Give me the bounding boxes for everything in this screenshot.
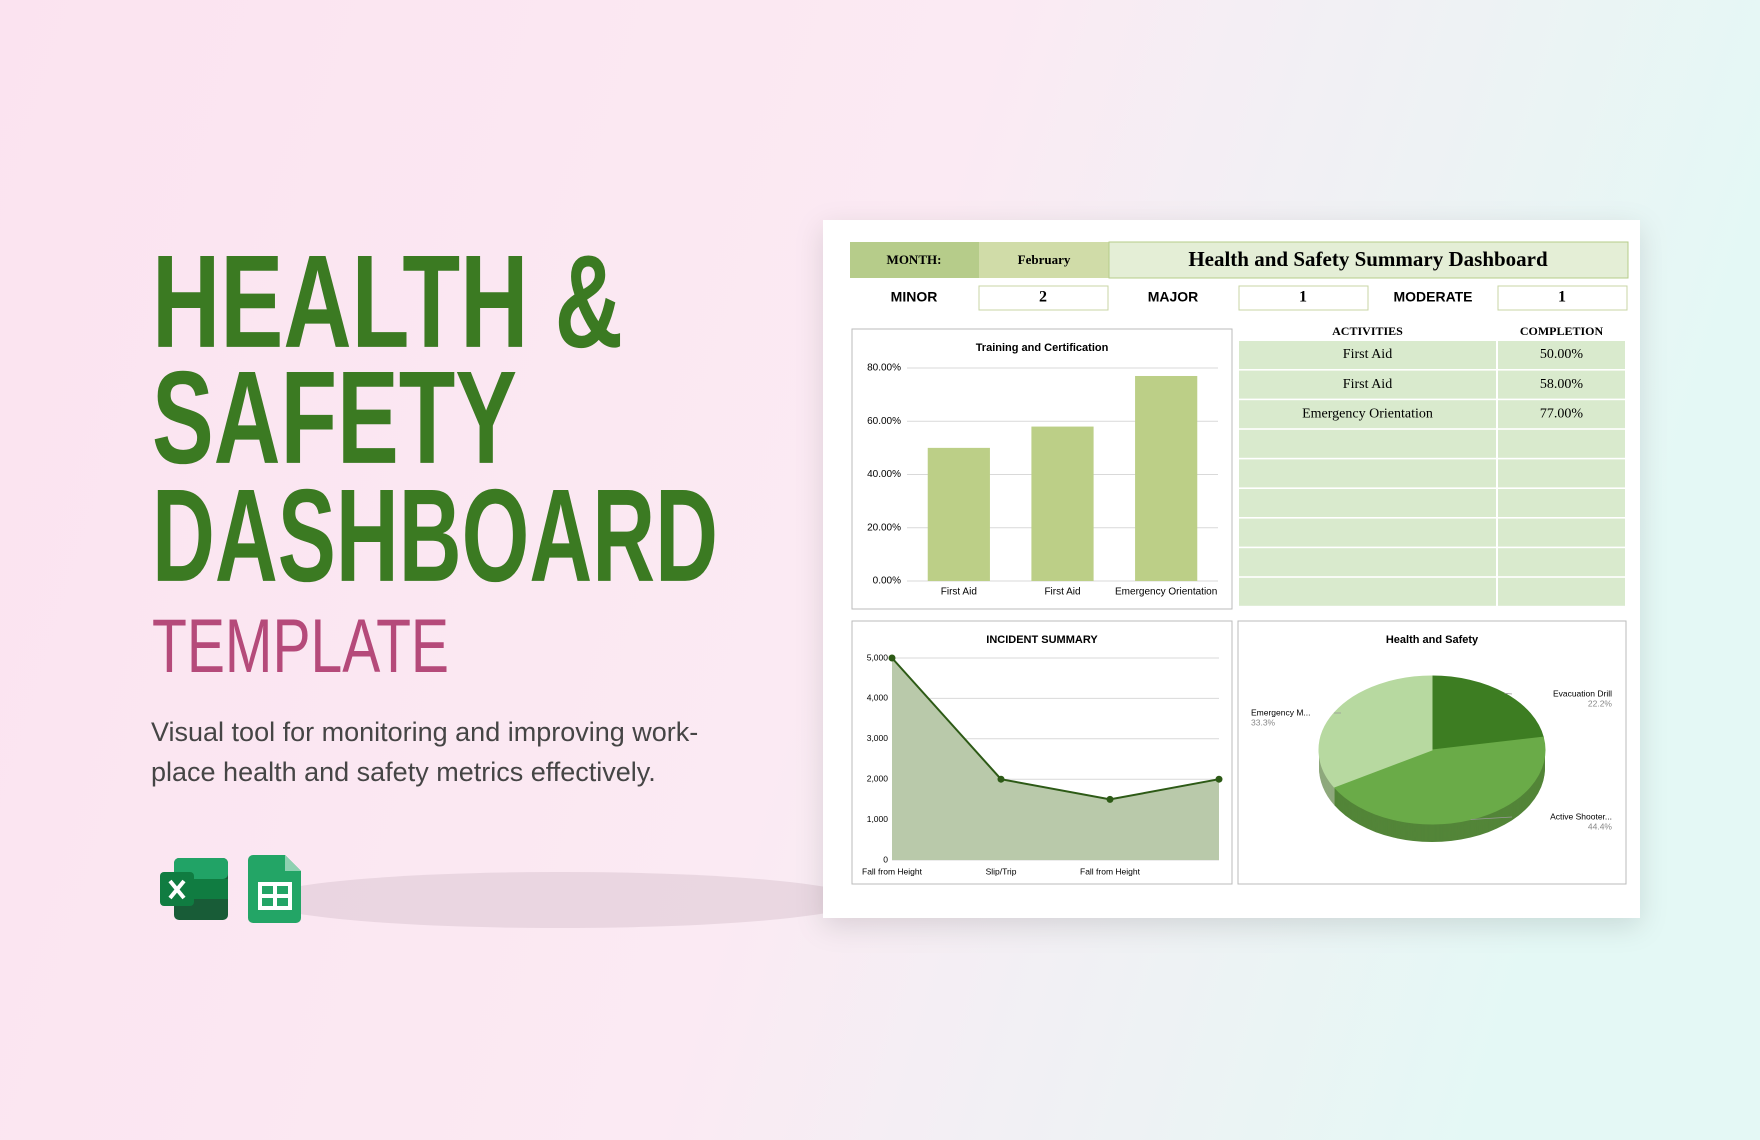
table-cell bbox=[1239, 400, 1496, 429]
pie-slice bbox=[1431, 675, 1544, 751]
table-text: Emergency Orientation bbox=[1302, 406, 1433, 421]
table-cell bbox=[1498, 459, 1625, 488]
x-tick-label: Slip/Trip bbox=[986, 866, 1017, 876]
bar bbox=[1135, 375, 1198, 581]
y-tick-label: 0 bbox=[883, 854, 888, 864]
chart-title: Health and Safety bbox=[1386, 634, 1479, 646]
count-box bbox=[1238, 285, 1369, 311]
table-cell bbox=[1239, 341, 1496, 369]
pie-value-label: 22.2% bbox=[1588, 698, 1613, 708]
month-label: MONTH: bbox=[887, 252, 942, 267]
count-value: 2 bbox=[1039, 289, 1047, 306]
table-cell bbox=[1498, 400, 1625, 429]
y-tick-label: 0.00% bbox=[873, 576, 901, 587]
table-cell bbox=[1498, 518, 1625, 547]
y-tick-label: 60.00% bbox=[867, 416, 901, 427]
table-text: First Aid bbox=[1343, 347, 1392, 362]
pie-slice bbox=[1333, 736, 1546, 825]
bar bbox=[927, 447, 990, 581]
header-cell bbox=[1108, 241, 1629, 279]
table-cell bbox=[1498, 577, 1625, 606]
headline-line: DASHBOARD bbox=[152, 462, 718, 609]
count-value: 1 bbox=[1558, 289, 1566, 306]
pie-value-label: 33.3% bbox=[1251, 717, 1276, 727]
x-tick-label: Emergency Orientation bbox=[1115, 587, 1217, 598]
header-cell bbox=[850, 242, 979, 278]
point bbox=[997, 775, 1005, 783]
table-cell bbox=[1498, 341, 1625, 369]
x-tick-label: First Aid bbox=[941, 587, 977, 598]
y-tick-label: 20.00% bbox=[867, 522, 901, 533]
table-cell bbox=[1239, 577, 1496, 606]
table-cell bbox=[1239, 429, 1496, 458]
count-label: MAJOR bbox=[1148, 289, 1199, 305]
count-label: MODERATE bbox=[1393, 289, 1472, 305]
count-value: 1 bbox=[1299, 289, 1307, 306]
pie-value-label: 44.4% bbox=[1588, 821, 1613, 831]
leader-line bbox=[1470, 816, 1513, 820]
table-cell bbox=[1239, 548, 1496, 577]
point bbox=[1106, 795, 1114, 803]
counts: MINOR 2 MAJOR 1 MODERATE 1 bbox=[891, 285, 1628, 311]
point bbox=[1215, 775, 1223, 783]
shadow bbox=[260, 872, 860, 928]
chart-title: Training and Certification bbox=[976, 342, 1109, 354]
table-cell bbox=[1239, 518, 1496, 547]
table-text: 58.00% bbox=[1540, 377, 1584, 392]
count-box bbox=[978, 285, 1109, 311]
bar bbox=[1031, 426, 1094, 581]
x-tick-label: First Aid bbox=[1044, 587, 1080, 598]
table-cell bbox=[1239, 370, 1496, 399]
count-box bbox=[1497, 285, 1628, 311]
description: Visual tool for monitoring and improving… bbox=[151, 717, 698, 747]
table-cell bbox=[1498, 548, 1625, 577]
table-text: First Aid bbox=[1343, 377, 1392, 392]
excel-icon bbox=[160, 858, 228, 920]
sheets-icon bbox=[248, 855, 301, 923]
count-label: MINOR bbox=[891, 289, 938, 305]
header-cell bbox=[979, 242, 1109, 278]
point bbox=[888, 654, 896, 662]
x-tick-label: Fall from Height bbox=[862, 866, 923, 876]
table-cell bbox=[1239, 489, 1496, 517]
y-tick-label: 5,000 bbox=[867, 652, 889, 662]
leader-line bbox=[1504, 692, 1513, 695]
table-cell bbox=[1498, 370, 1625, 399]
table-text: 77.00% bbox=[1540, 406, 1584, 421]
headline-line: SAFETY bbox=[152, 344, 517, 491]
table-header: COMPLETION bbox=[1520, 324, 1604, 338]
table-cell bbox=[1498, 429, 1625, 458]
x-tick-label: Fall from Height bbox=[1080, 866, 1141, 876]
table-cell bbox=[1498, 489, 1625, 517]
pie-label: Emergency M... bbox=[1251, 707, 1311, 717]
chart-title: INCIDENT SUMMARY bbox=[986, 634, 1098, 646]
y-tick-label: 80.00% bbox=[867, 363, 901, 374]
table-header: ACTIVITIES bbox=[1332, 324, 1403, 338]
headline: HEALTH & SAFETY DASHBOARD bbox=[152, 228, 718, 609]
table-text: 50.00% bbox=[1540, 347, 1584, 362]
area bbox=[892, 658, 1219, 860]
activity-table: ACTIVITIES COMPLETION First Aid 50.00% First… bbox=[1239, 324, 1625, 606]
month: February bbox=[1018, 252, 1071, 267]
dashboard-title: Health and Safety Summary Dashboard bbox=[1188, 247, 1548, 271]
pie-label: Evacuation Drill bbox=[1553, 688, 1612, 698]
headline-line: HEALTH & bbox=[152, 228, 623, 375]
table-cell bbox=[1239, 459, 1496, 488]
line bbox=[891, 657, 1220, 801]
y-tick-label: 40.00% bbox=[867, 469, 901, 480]
y-tick-label: 1,000 bbox=[867, 814, 889, 824]
y-tick-label: 4,000 bbox=[867, 693, 889, 703]
y-tick-label: 2,000 bbox=[867, 773, 889, 783]
description: place health and safety metrics effectiv… bbox=[151, 757, 656, 787]
y-tick-label: 3,000 bbox=[867, 733, 889, 743]
subtitle: TEMPLATE bbox=[152, 604, 449, 689]
pie-label: Active Shooter... bbox=[1550, 811, 1612, 821]
